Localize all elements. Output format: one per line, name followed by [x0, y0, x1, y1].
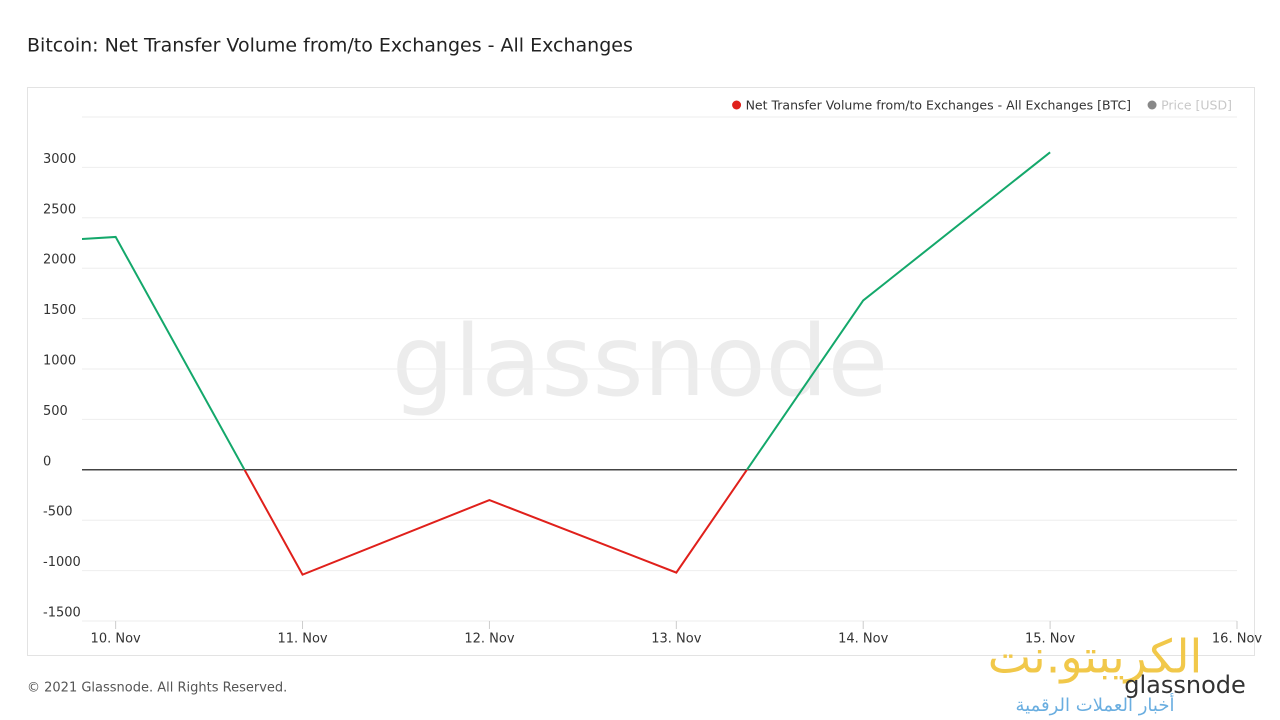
- y-tick-label: -1500: [43, 606, 81, 621]
- logo-tagline: أخبار العملات الرقمية: [1016, 693, 1175, 716]
- y-tick-label: 0: [43, 454, 51, 469]
- legend-label: Price [USD]: [1161, 98, 1232, 113]
- x-tick-label: 11. Nov: [277, 632, 327, 647]
- y-tick-label: -500: [43, 505, 73, 520]
- y-tick-label: 1000: [43, 354, 76, 369]
- x-tick-label: 16. Nov: [1212, 632, 1262, 647]
- y-tick-label: 3000: [43, 152, 76, 167]
- x-tick-label: 14. Nov: [838, 632, 888, 647]
- y-tick-label: 1500: [43, 303, 76, 318]
- x-tick-label: 12. Nov: [464, 632, 514, 647]
- x-tick-label: 13. Nov: [651, 632, 701, 647]
- logo-name: الكريبتو.نت: [988, 630, 1203, 685]
- legend-swatch: [732, 100, 742, 110]
- y-tick-label: 500: [43, 404, 68, 419]
- logo-brand: glassnode: [1124, 671, 1246, 699]
- chart-title: Bitcoin: Net Transfer Volume from/to Exc…: [27, 35, 633, 57]
- y-tick-label: 2000: [43, 253, 76, 268]
- y-tick-label: 2500: [43, 202, 76, 217]
- series-line: [243, 469, 749, 576]
- positive-part: [82, 151, 1051, 470]
- footer: © 2021 Glassnode. All Rights Reserved.: [27, 681, 287, 696]
- series-line: [82, 151, 1051, 470]
- x-tick-label: 10. Nov: [91, 632, 141, 647]
- series: [82, 151, 1051, 576]
- chart-frame: [27, 87, 1255, 656]
- negative-part: [243, 469, 749, 576]
- watermark: glassnode: [392, 305, 888, 419]
- y-tick-label: -1000: [43, 555, 81, 570]
- legend-swatch: [1147, 100, 1157, 110]
- legend-label: Net Transfer Volume from/to Exchanges - …: [746, 98, 1131, 113]
- x-tick-label: 15. Nov: [1025, 632, 1075, 647]
